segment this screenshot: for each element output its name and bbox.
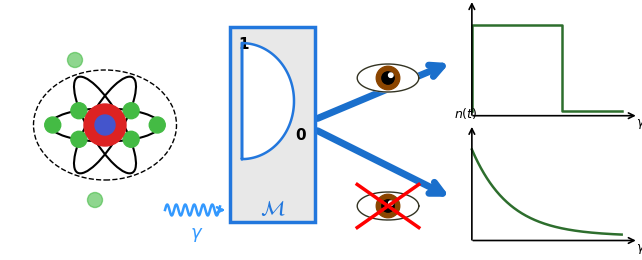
Polygon shape (242, 43, 294, 159)
Circle shape (382, 200, 394, 212)
Circle shape (95, 115, 115, 135)
Circle shape (123, 103, 139, 119)
Text: $\mathcal{M}$: $\mathcal{M}$ (260, 199, 285, 219)
Circle shape (376, 66, 400, 90)
Text: $\gamma$: $\gamma$ (190, 226, 204, 244)
Text: $n(t)$: $n(t)$ (454, 106, 478, 121)
Text: 0: 0 (295, 128, 306, 143)
Circle shape (382, 72, 394, 84)
Polygon shape (357, 64, 419, 92)
Circle shape (71, 103, 87, 119)
Circle shape (87, 192, 103, 207)
Circle shape (376, 194, 400, 218)
Circle shape (388, 201, 393, 205)
Polygon shape (357, 192, 419, 220)
FancyBboxPatch shape (230, 27, 315, 222)
Circle shape (388, 73, 393, 77)
Circle shape (67, 53, 83, 68)
Text: $\gamma t$: $\gamma t$ (636, 240, 642, 256)
Text: $\gamma t$: $\gamma t$ (636, 115, 642, 131)
Text: 1: 1 (238, 37, 248, 52)
Circle shape (45, 117, 61, 133)
Circle shape (149, 117, 165, 133)
Circle shape (123, 131, 139, 147)
Circle shape (84, 104, 126, 146)
Circle shape (71, 131, 87, 147)
